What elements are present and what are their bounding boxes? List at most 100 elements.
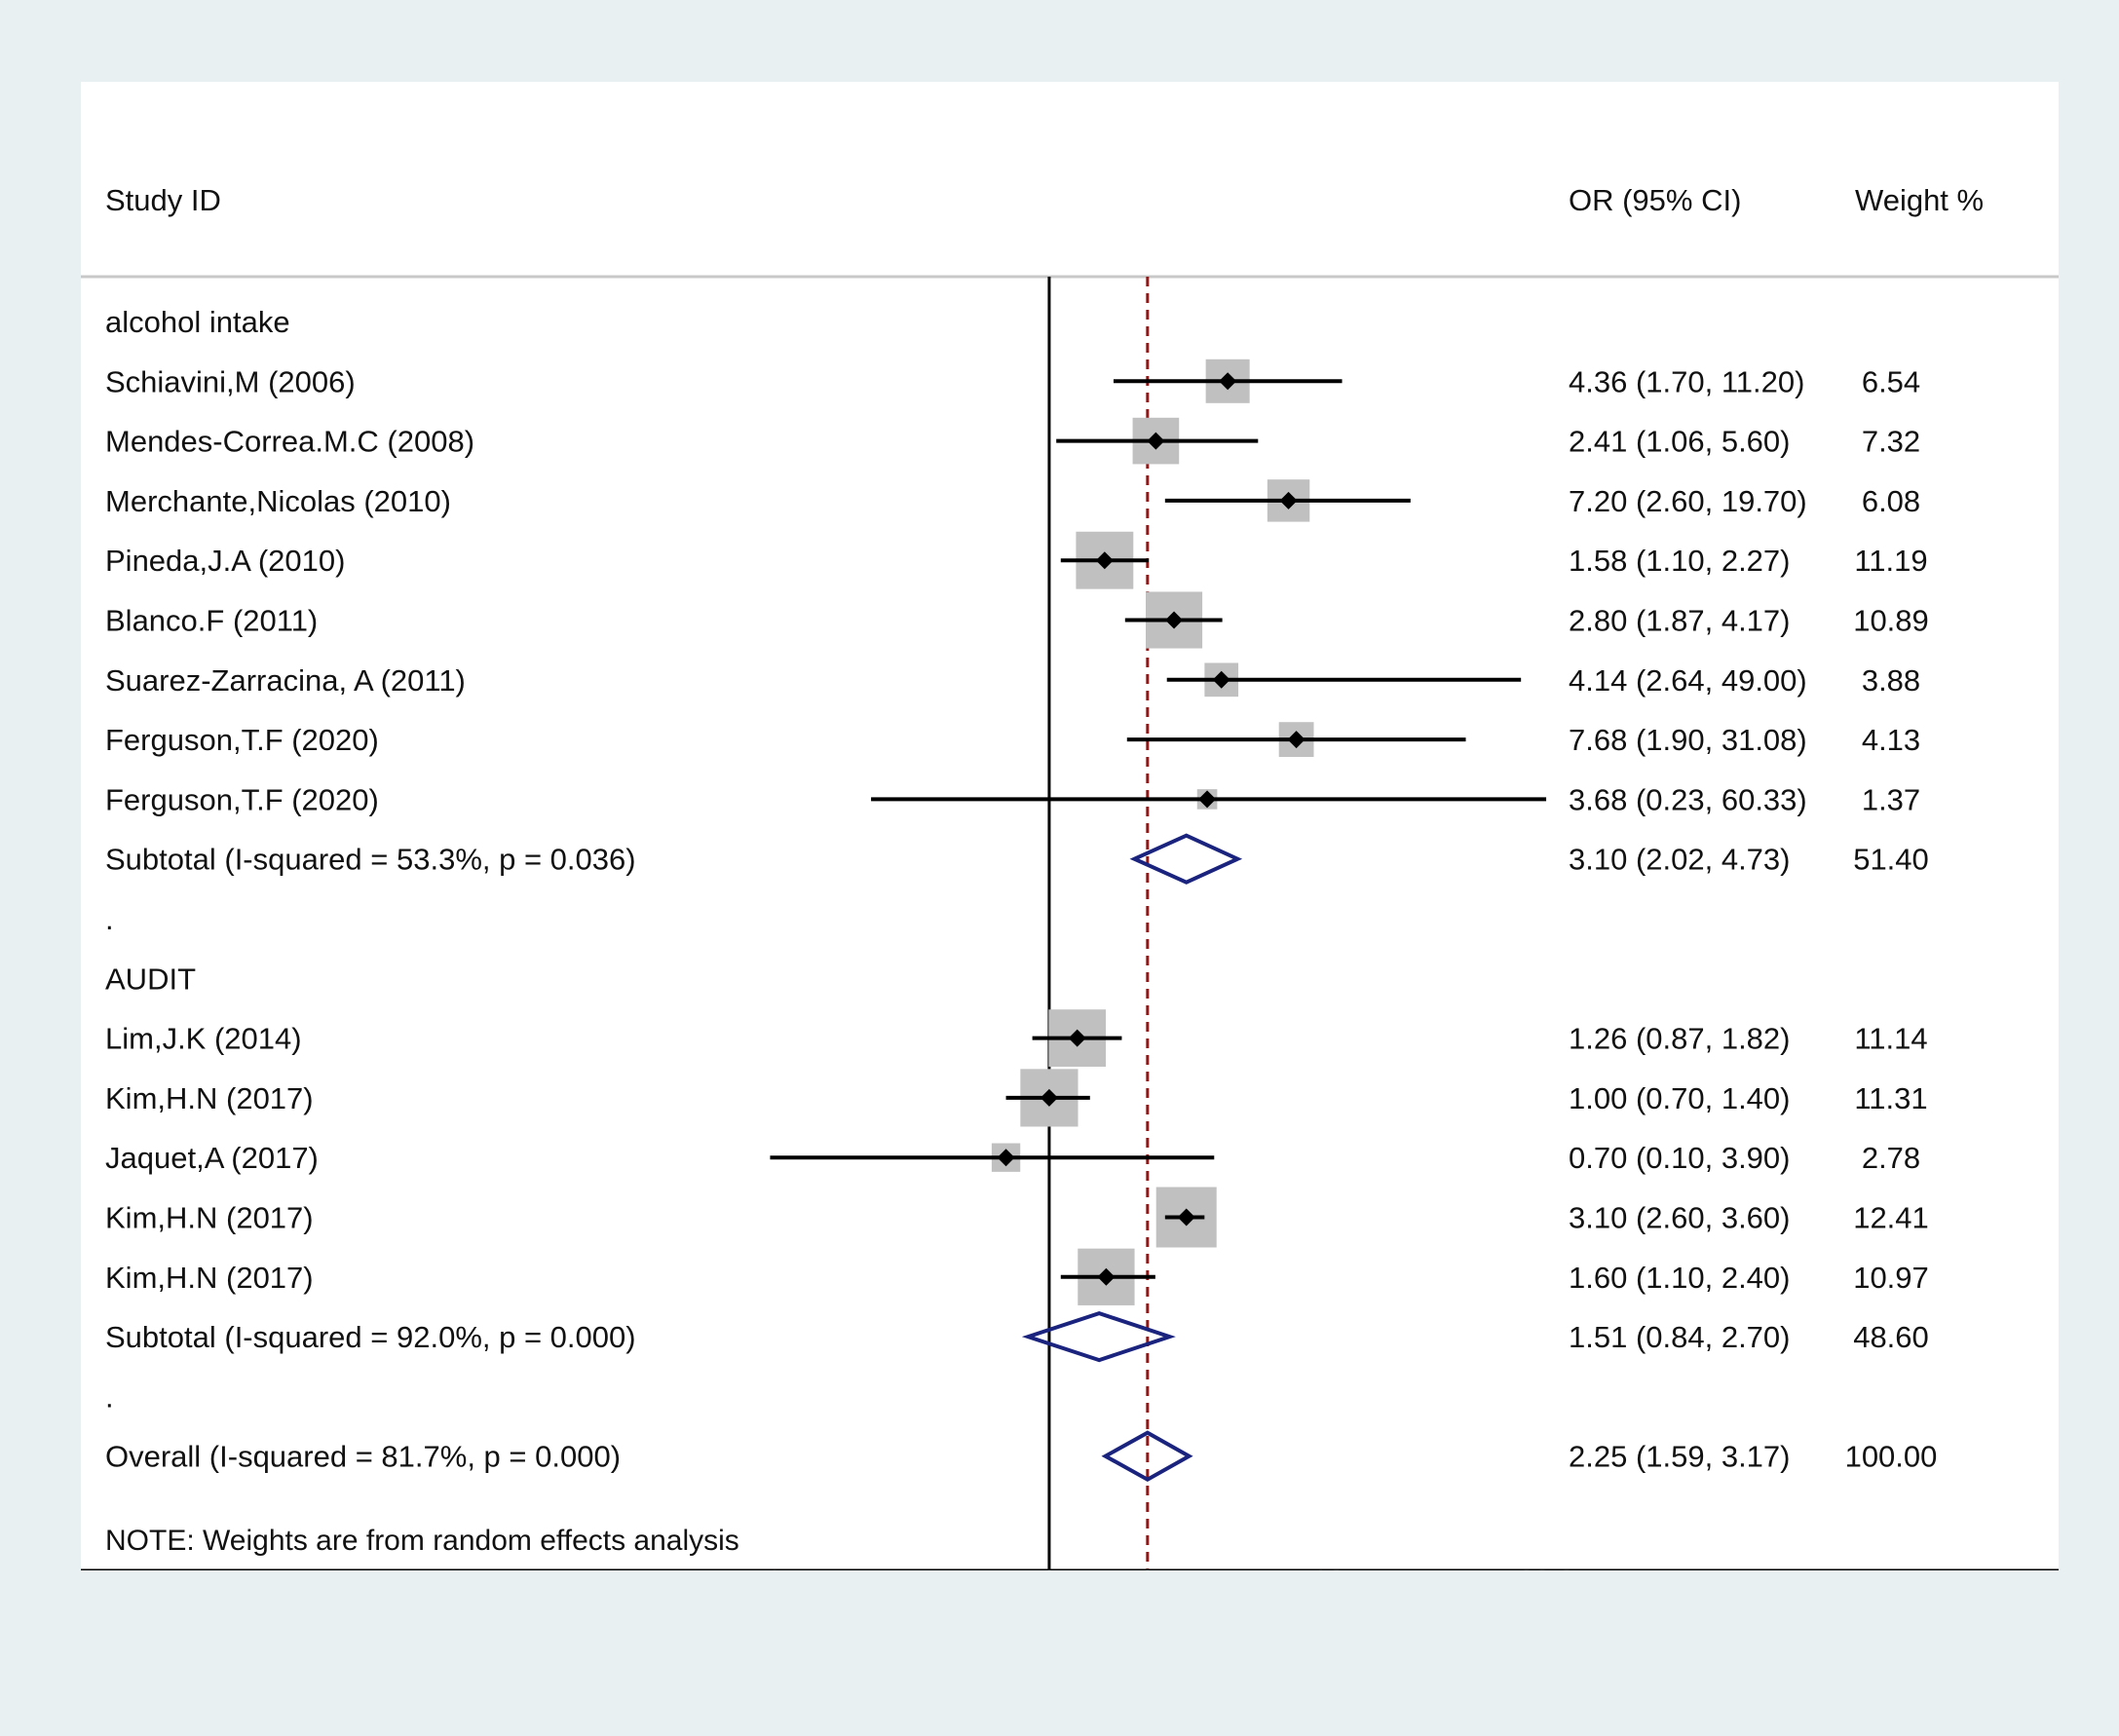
row-study: Jaquet,A (2017) 0.70 (0.10, 3.90) 2.78 — [105, 1141, 1920, 1175]
point-estimate-marker — [1095, 551, 1114, 570]
point-estimate-marker — [1177, 1208, 1195, 1227]
study-label: Jaquet,A (2017) — [105, 1141, 319, 1175]
point-estimate-marker — [1068, 1029, 1086, 1047]
or-ci-value: 1.51 (0.84, 2.70) — [1569, 1320, 1791, 1354]
header-study-id: Study ID — [105, 183, 221, 217]
study-label: Schiavini,M (2006) — [105, 364, 356, 398]
weight-value: 4.13 — [1862, 723, 1920, 757]
or-ci-value: 3.10 (2.60, 3.60) — [1569, 1201, 1791, 1235]
study-label: Ferguson,T.F (2020) — [105, 782, 379, 816]
or-ci-value: 4.36 (1.70, 11.20) — [1569, 364, 1804, 398]
study-label: Suarez-Zarracina, A (2011) — [105, 663, 466, 698]
x-tick-label: .1 — [758, 1565, 782, 1570]
row-study: Pineda,J.A (2010) 1.58 (1.10, 2.27) 11.19 — [105, 531, 1928, 589]
weight-value: 11.31 — [1854, 1081, 1927, 1115]
weight-value: 51.40 — [1853, 843, 1929, 877]
point-estimate-marker — [1097, 1267, 1116, 1286]
point-estimate-marker — [1198, 790, 1217, 809]
weight-value: 100.00 — [1845, 1440, 1938, 1474]
study-label: Pineda,J.A (2010) — [105, 544, 345, 578]
study-label: Blanco.F (2011) — [105, 604, 318, 638]
point-estimate-marker — [1040, 1088, 1058, 1107]
or-ci-value: 1.00 (0.70, 1.40) — [1569, 1081, 1791, 1115]
study-label: Overall (I-squared = 81.7%, p = 0.000) — [105, 1440, 621, 1474]
study-label: Kim,H.N (2017) — [105, 1261, 314, 1295]
row-overall: Overall (I-squared = 81.7%, p = 0.000) 2.… — [105, 1430, 1938, 1482]
study-label: Subtotal (I-squared = 53.3%, p = 0.036) — [105, 843, 636, 877]
weight-value: 12.41 — [1853, 1201, 1929, 1235]
row-dot: . — [105, 1379, 114, 1414]
study-label: Subtotal (I-squared = 92.0%, p = 0.000) — [105, 1320, 636, 1354]
row-study: Blanco.F (2011) 2.80 (1.87, 4.17) 10.89 — [105, 591, 1929, 649]
or-ci-value: 2.25 (1.59, 3.17) — [1569, 1440, 1791, 1474]
study-label: Kim,H.N (2017) — [105, 1081, 314, 1115]
row-study: Kim,H.N (2017) 3.10 (2.60, 3.60) 12.41 — [105, 1187, 1929, 1248]
weight-value: 6.54 — [1862, 364, 1920, 398]
row-subtotal: Subtotal (I-squared = 92.0%, p = 0.000) 1… — [105, 1310, 1929, 1363]
or-ci-value: 0.70 (0.10, 3.90) — [1569, 1141, 1791, 1175]
or-ci-value: 1.58 (1.10, 2.27) — [1569, 544, 1791, 578]
or-ci-value: 4.14 (2.64, 49.00) — [1569, 663, 1807, 698]
or-ci-value: 2.41 (1.06, 5.60) — [1569, 425, 1791, 459]
reference-lines — [1047, 277, 1150, 1570]
or-ci-value: 2.80 (1.87, 4.17) — [1569, 604, 1791, 638]
point-estimate-marker — [1287, 731, 1305, 749]
weight-value: 48.60 — [1853, 1320, 1929, 1354]
note-text: NOTE: Weights are from random effects an… — [105, 1525, 739, 1557]
or-ci-value: 3.10 (2.02, 4.73) — [1569, 843, 1791, 877]
plot-panel: Study ID OR (95% CI) Weight % alcohol in… — [81, 82, 2059, 1570]
weight-value: 6.08 — [1862, 484, 1920, 518]
x-tick-label: 1 — [1041, 1565, 1058, 1570]
row-study: Ferguson,T.F (2020) 7.68 (1.90, 31.08) 4.1… — [105, 722, 1920, 757]
spacer-dot: . — [105, 902, 114, 936]
weight-value: 11.14 — [1854, 1022, 1927, 1056]
header-or-ci: OR (95% CI) — [1569, 183, 1741, 217]
subtotal-diamond — [1021, 1310, 1176, 1363]
weight-value: 1.37 — [1862, 782, 1920, 816]
study-rows: alcohol intake Schiavini,M (2006) 4.36 (1.… — [105, 305, 1938, 1482]
weight-value: 11.19 — [1854, 544, 1927, 578]
weight-value: 10.89 — [1853, 604, 1929, 638]
row-dot: . — [105, 902, 114, 936]
study-label: Ferguson,T.F (2020) — [105, 723, 379, 757]
spacer-dot: . — [105, 1379, 114, 1414]
study-label: Kim,H.N (2017) — [105, 1201, 314, 1235]
row-study: Schiavini,M (2006) 4.36 (1.70, 11.20) 6.54 — [105, 359, 1920, 403]
study-label: Merchante,Nicolas (2010) — [105, 484, 451, 518]
point-estimate-marker — [1165, 611, 1184, 629]
row-study: Kim,H.N (2017) 1.60 (1.10, 2.40) 10.97 — [105, 1248, 1929, 1305]
row-group: alcohol intake — [105, 305, 290, 339]
group-label: alcohol intake — [105, 305, 290, 339]
point-estimate-marker — [1147, 432, 1165, 450]
or-ci-value: 3.68 (0.23, 60.33) — [1569, 782, 1807, 816]
weight-value: 7.32 — [1862, 425, 1920, 459]
or-ci-value: 7.20 (2.60, 19.70) — [1569, 484, 1807, 518]
overall-diamond — [1101, 1430, 1193, 1482]
point-estimate-marker — [1219, 372, 1237, 391]
row-study: Merchante,Nicolas (2010) 7.20 (2.60, 19.7… — [105, 479, 1920, 522]
row-subtotal: Subtotal (I-squared = 53.3%, p = 0.036) 3… — [105, 833, 1929, 885]
group-label: AUDIT — [105, 962, 196, 996]
forest-plot: Study ID OR (95% CI) Weight % alcohol in… — [81, 183, 2059, 1570]
row-group: AUDIT — [105, 962, 196, 996]
or-ci-value: 1.26 (0.87, 1.82) — [1569, 1022, 1791, 1056]
subtotal-diamond — [1129, 833, 1243, 885]
point-estimate-marker — [1212, 670, 1230, 689]
x-tick-label: 10 — [1312, 1565, 1344, 1570]
row-study: Ferguson,T.F (2020) 3.68 (0.23, 60.33) 1.3… — [105, 782, 1920, 816]
row-study: Lim,J.K (2014) 1.26 (0.87, 1.82) 11.14 — [105, 1009, 1928, 1067]
x-axis: .1 1 10 60.3 — [81, 1565, 2059, 1570]
row-study: Kim,H.N (2017) 1.00 (0.70, 1.40) 11.31 — [105, 1069, 1928, 1127]
study-label: Lim,J.K (2014) — [105, 1022, 302, 1056]
x-tick-label: 60.3 — [1518, 1565, 1574, 1570]
header-weight: Weight % — [1855, 183, 1984, 217]
or-ci-value: 1.60 (1.10, 2.40) — [1569, 1261, 1791, 1295]
row-study: Mendes-Correa.M.C (2008) 2.41 (1.06, 5.60… — [105, 417, 1920, 465]
weight-value: 10.97 — [1853, 1261, 1929, 1295]
weight-value: 2.78 — [1862, 1141, 1920, 1175]
row-study: Suarez-Zarracina, A (2011) 4.14 (2.64, 49… — [105, 662, 1920, 698]
weight-value: 3.88 — [1862, 663, 1920, 698]
point-estimate-marker — [1279, 491, 1298, 509]
study-label: Mendes-Correa.M.C (2008) — [105, 425, 474, 459]
or-ci-value: 7.68 (1.90, 31.08) — [1569, 723, 1807, 757]
